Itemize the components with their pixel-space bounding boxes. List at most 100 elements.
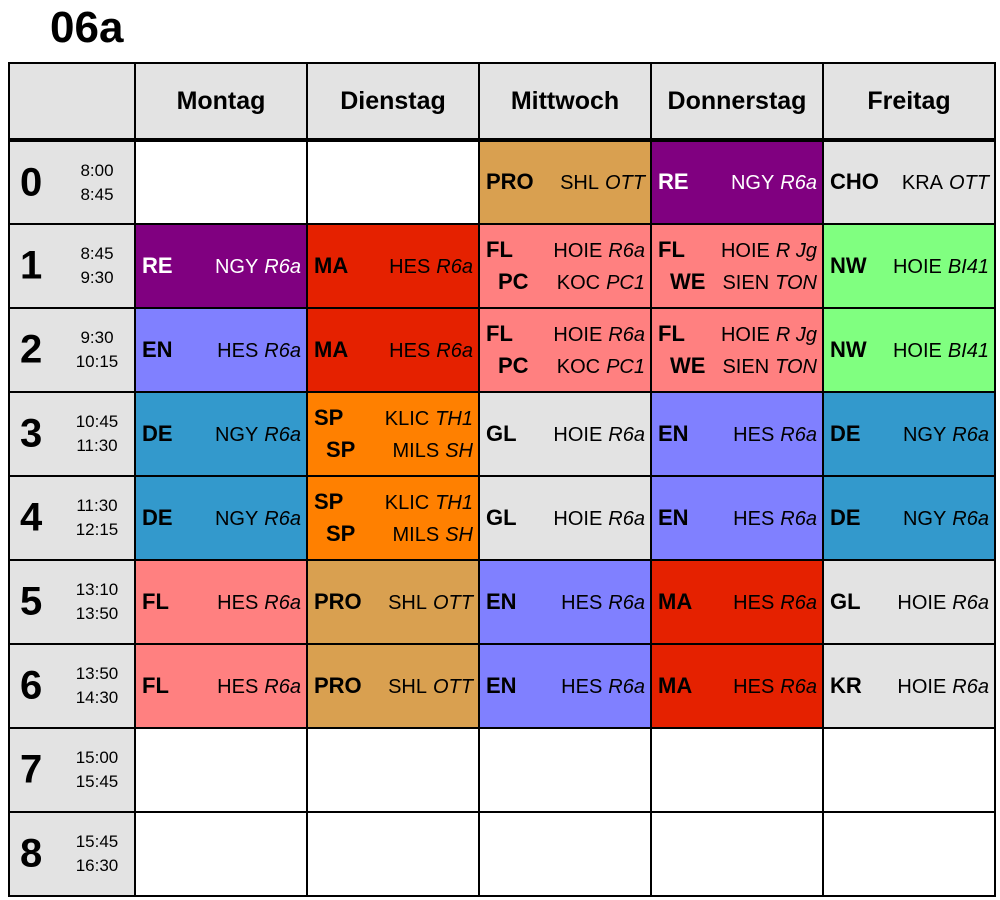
lesson-entry: GL HOIE R6a (481, 502, 649, 535)
lesson-cell: DE NGY R6a (822, 475, 996, 561)
empty-cell (650, 727, 824, 813)
lesson-room: TON (775, 272, 817, 294)
period-row: 1 8:45 9:30 RE NGY R6a MA HES R6a FL HOIE R6a PC KOC P… (8, 223, 996, 309)
empty-cell (478, 811, 652, 897)
lesson-entry: KR HOIE R6a (825, 670, 993, 703)
lesson-entry: FL HOIE R6a (481, 318, 649, 350)
lesson-subject: DE (830, 504, 861, 530)
period-end: 12:15 (75, 520, 119, 539)
lesson-teacher: HOIE (553, 423, 603, 446)
lesson-entry: DE NGY R6a (137, 502, 305, 535)
lesson-room: R6a (608, 675, 645, 698)
lesson-entry: EN HES R6a (137, 334, 305, 367)
lesson-cell: EN HES R6a (134, 307, 308, 393)
lesson-room: R6a (780, 675, 817, 698)
lesson-cell: FL HES R6a (134, 643, 308, 729)
lesson-cell: MA HES R6a (650, 559, 824, 645)
lesson-room: R6a (780, 172, 817, 194)
lesson-cell: SP KLIC TH1 SP MILS SH (306, 475, 480, 561)
lesson-room: R6a (608, 240, 645, 262)
header-row: Montag Dienstag Mittwoch Donnerstag Frei… (8, 62, 996, 142)
period-end: 11:30 (76, 436, 118, 455)
lesson-teacher: HOIE (553, 324, 603, 346)
empty-cell (134, 727, 308, 813)
period-number: 1 (20, 243, 43, 288)
period-start: 13:50 (75, 664, 119, 683)
day-header-dienstag: Dienstag (306, 62, 480, 142)
empty-cell (306, 727, 480, 813)
lesson-teacher: HES (217, 675, 259, 698)
lesson-entry: NW HOIE BI41 (825, 334, 993, 367)
lesson-entry: MA HES R6a (309, 334, 477, 367)
lesson-room: OTT (949, 172, 989, 194)
lesson-room: R6a (608, 423, 645, 446)
period-cell: 5 13:10 13:50 (8, 559, 136, 645)
empty-cell (478, 727, 652, 813)
lesson-entry: FL HOIE R Jg (653, 318, 821, 350)
lesson-cell: FL HOIE R Jg WE SIEN TON (650, 307, 824, 393)
lesson-cell: GL HOIE R6a (822, 559, 996, 645)
lesson-teacher: NGY (214, 507, 259, 530)
day-header-montag: Montag (134, 62, 308, 142)
lesson-room: R6a (264, 675, 301, 698)
page-title: 06a (50, 3, 124, 52)
lesson-subject: GL (486, 420, 517, 446)
lesson-room: TH1 (435, 408, 473, 430)
period-time: 13:10 13:50 (68, 578, 126, 626)
period-row: 7 15:00 15:45 (8, 727, 996, 813)
period-row: 2 9:30 10:15 EN HES R6a MA HES R6a FL HOIE R6a PC KOC… (8, 307, 996, 393)
period-number: 4 (20, 495, 43, 540)
period-end: 14:30 (75, 688, 119, 707)
lesson-cell: DE NGY R6a (134, 391, 308, 477)
lesson-room: R6a (780, 507, 817, 530)
lesson-entry: MA HES R6a (309, 250, 477, 283)
lesson-subject: SP (326, 437, 356, 462)
lesson-subject: WE (670, 353, 706, 378)
period-end: 15:45 (75, 772, 119, 791)
lesson-room: PC1 (606, 272, 645, 294)
lesson-room: BI41 (947, 255, 989, 278)
lesson-room: SH (445, 524, 473, 546)
period-row: 5 13:10 13:50 FL HES R6a PRO SHL OTT EN HES R6a MA HE… (8, 559, 996, 645)
lesson-cell: EN HES R6a (478, 559, 652, 645)
period-end: 8:45 (80, 184, 114, 204)
lesson-room: BI41 (947, 339, 989, 362)
period-time: 10:45 11:30 (68, 410, 126, 458)
lesson-room: PC1 (606, 356, 645, 378)
timetable: Montag Dienstag Mittwoch Donnerstag Frei… (8, 62, 996, 897)
lesson-subject: FL (486, 237, 513, 262)
lesson-entry: FL HOIE R Jg (653, 234, 821, 266)
period-start: 8:45 (80, 244, 114, 263)
lesson-room: R6a (780, 591, 817, 614)
lesson-cell: DE NGY R6a (822, 391, 996, 477)
lesson-teacher: NGY (214, 255, 259, 278)
lesson-entry: SP KLIC TH1 (309, 402, 477, 434)
period-time: 15:00 15:45 (68, 746, 126, 794)
period-number: 5 (20, 579, 43, 624)
period-cell: 2 9:30 10:15 (8, 307, 136, 393)
lesson-subject: EN (658, 420, 689, 446)
period-cell: 0 8:00 8:45 (8, 139, 136, 225)
lesson-room: TON (775, 356, 817, 378)
empty-cell (650, 811, 824, 897)
period-cell: 8 15:45 16:30 (8, 811, 136, 897)
lesson-teacher: HOIE (720, 240, 770, 262)
lesson-cell: FL HOIE R6a PC KOC PC1 (478, 307, 652, 393)
lesson-entry: CHO KRA OTT (825, 166, 993, 199)
lesson-entry: FL HES R6a (137, 586, 305, 619)
empty-cell (822, 811, 996, 897)
lesson-teacher: HES (389, 339, 431, 362)
lesson-entry: WE SIEN TON (653, 350, 821, 382)
lesson-subject: KR (830, 672, 862, 698)
lesson-cell: MA HES R6a (306, 307, 480, 393)
lesson-teacher: NGY (730, 172, 775, 194)
lesson-entry: PRO SHL OTT (309, 670, 477, 703)
lesson-subject: EN (486, 672, 517, 698)
lesson-entry: DE NGY R6a (825, 502, 993, 535)
lesson-entry: RE NGY R6a (137, 250, 305, 283)
lesson-cell: NW HOIE BI41 (822, 223, 996, 309)
lesson-subject: SP (314, 405, 344, 430)
lesson-subject: GL (830, 588, 861, 614)
lesson-teacher: MILS (392, 524, 440, 546)
lesson-subject: DE (142, 504, 173, 530)
